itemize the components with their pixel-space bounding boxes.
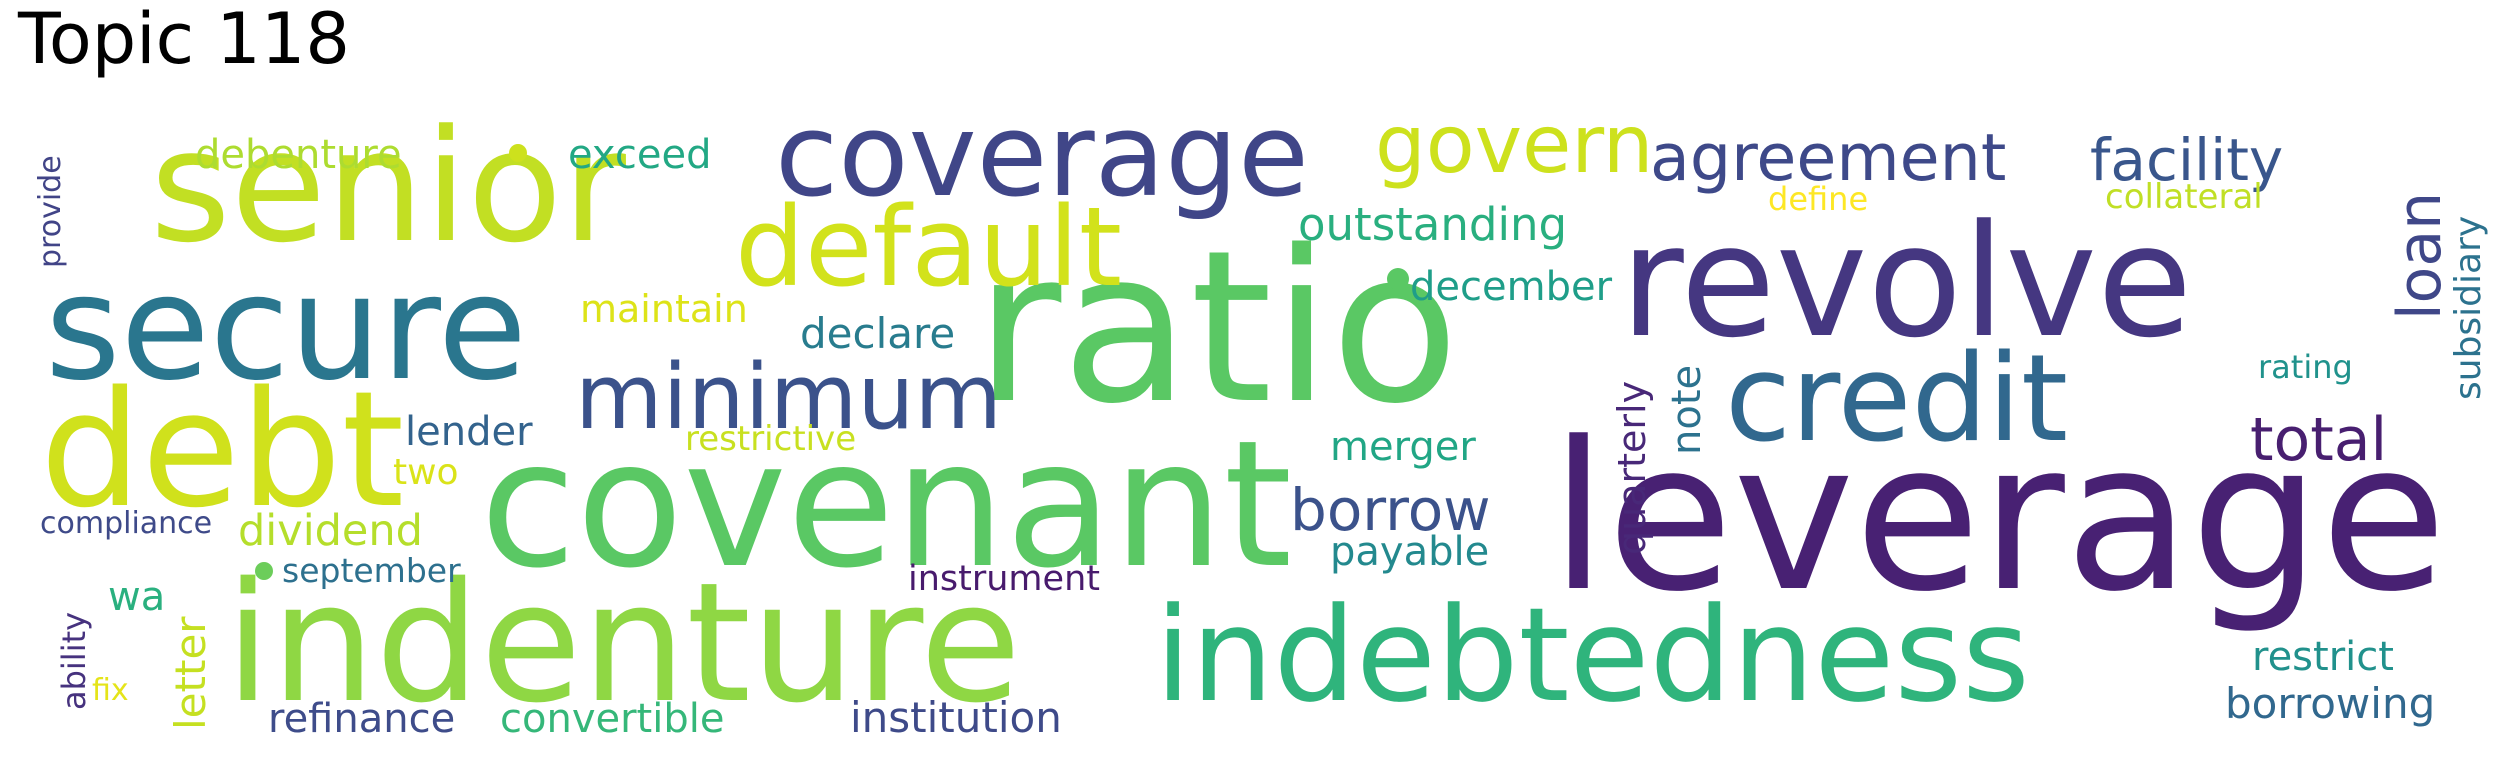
word-restrict: restrict bbox=[2252, 634, 2394, 680]
word-rating: rating bbox=[2258, 348, 2353, 386]
word-total: total bbox=[2250, 405, 2387, 475]
word-quarterly: quarterly bbox=[1610, 381, 1654, 555]
word-facility: facility bbox=[2090, 126, 2283, 194]
word-fix: fix bbox=[92, 673, 129, 708]
word-secure: secure bbox=[45, 244, 527, 413]
word-covenant: covenant bbox=[480, 404, 1292, 607]
decorative-dots bbox=[255, 144, 1409, 580]
dot-marker bbox=[509, 144, 527, 162]
word-coverage: coverage bbox=[775, 89, 1309, 223]
word-govern: govern bbox=[1375, 98, 1653, 191]
word-debt: debt bbox=[40, 356, 404, 543]
word-dividend: dividend bbox=[238, 506, 423, 556]
dot-marker bbox=[1387, 268, 1409, 290]
word-default: default bbox=[735, 183, 1122, 311]
word-wa: wa bbox=[108, 574, 165, 620]
word-borrow: borrow bbox=[1290, 476, 1491, 544]
word-ability: ability bbox=[55, 612, 93, 710]
word-senior: senior bbox=[150, 96, 626, 277]
word-exceed: exceed bbox=[568, 132, 711, 178]
word-provide: provide bbox=[33, 155, 68, 268]
page-title: Topic 118 bbox=[18, 0, 350, 80]
word-debenture: debenture bbox=[195, 132, 402, 178]
word-define: define bbox=[1768, 180, 1868, 218]
word-convertible: convertible bbox=[500, 696, 724, 742]
dot-marker bbox=[255, 562, 273, 580]
word-collateral: collateral bbox=[2105, 177, 2263, 217]
word-two: two bbox=[393, 452, 459, 493]
word-indenture: indenture bbox=[225, 547, 1021, 739]
word-lender: lender bbox=[405, 409, 533, 455]
word-indebtedness: indebtedness bbox=[1155, 579, 2030, 731]
word-december: december bbox=[1410, 264, 1613, 310]
word-credit: credit bbox=[1725, 330, 2068, 469]
word-institution: institution bbox=[850, 693, 1062, 742]
word-declare: declare bbox=[800, 309, 955, 358]
word-restrictive: restrictive bbox=[685, 419, 856, 459]
word-loan: loan bbox=[2385, 192, 2455, 320]
word-subsidiary: subsidiary bbox=[2448, 216, 2489, 400]
word-note: note bbox=[1664, 365, 1710, 455]
word-payable: payable bbox=[1330, 529, 1489, 575]
word-refinance: refinance bbox=[268, 696, 455, 742]
word-merger: merger bbox=[1330, 424, 1476, 470]
word-september: september bbox=[282, 551, 461, 590]
word-compliance: compliance bbox=[40, 506, 212, 541]
word-leverage: leverage bbox=[1550, 399, 2447, 637]
word-agreement: agreement bbox=[1650, 121, 2006, 196]
word-outstanding: outstanding bbox=[1298, 198, 1567, 251]
word-revolve: revolve bbox=[1620, 191, 2192, 372]
word-ratio: ratio bbox=[975, 205, 1459, 450]
word-instrument: instrument bbox=[908, 559, 1100, 599]
word-letter: letter bbox=[166, 616, 215, 730]
word-borrowing: borrowing bbox=[2225, 679, 2435, 728]
word-minimum: minimum bbox=[575, 345, 1002, 450]
word-maintain: maintain bbox=[580, 287, 748, 331]
